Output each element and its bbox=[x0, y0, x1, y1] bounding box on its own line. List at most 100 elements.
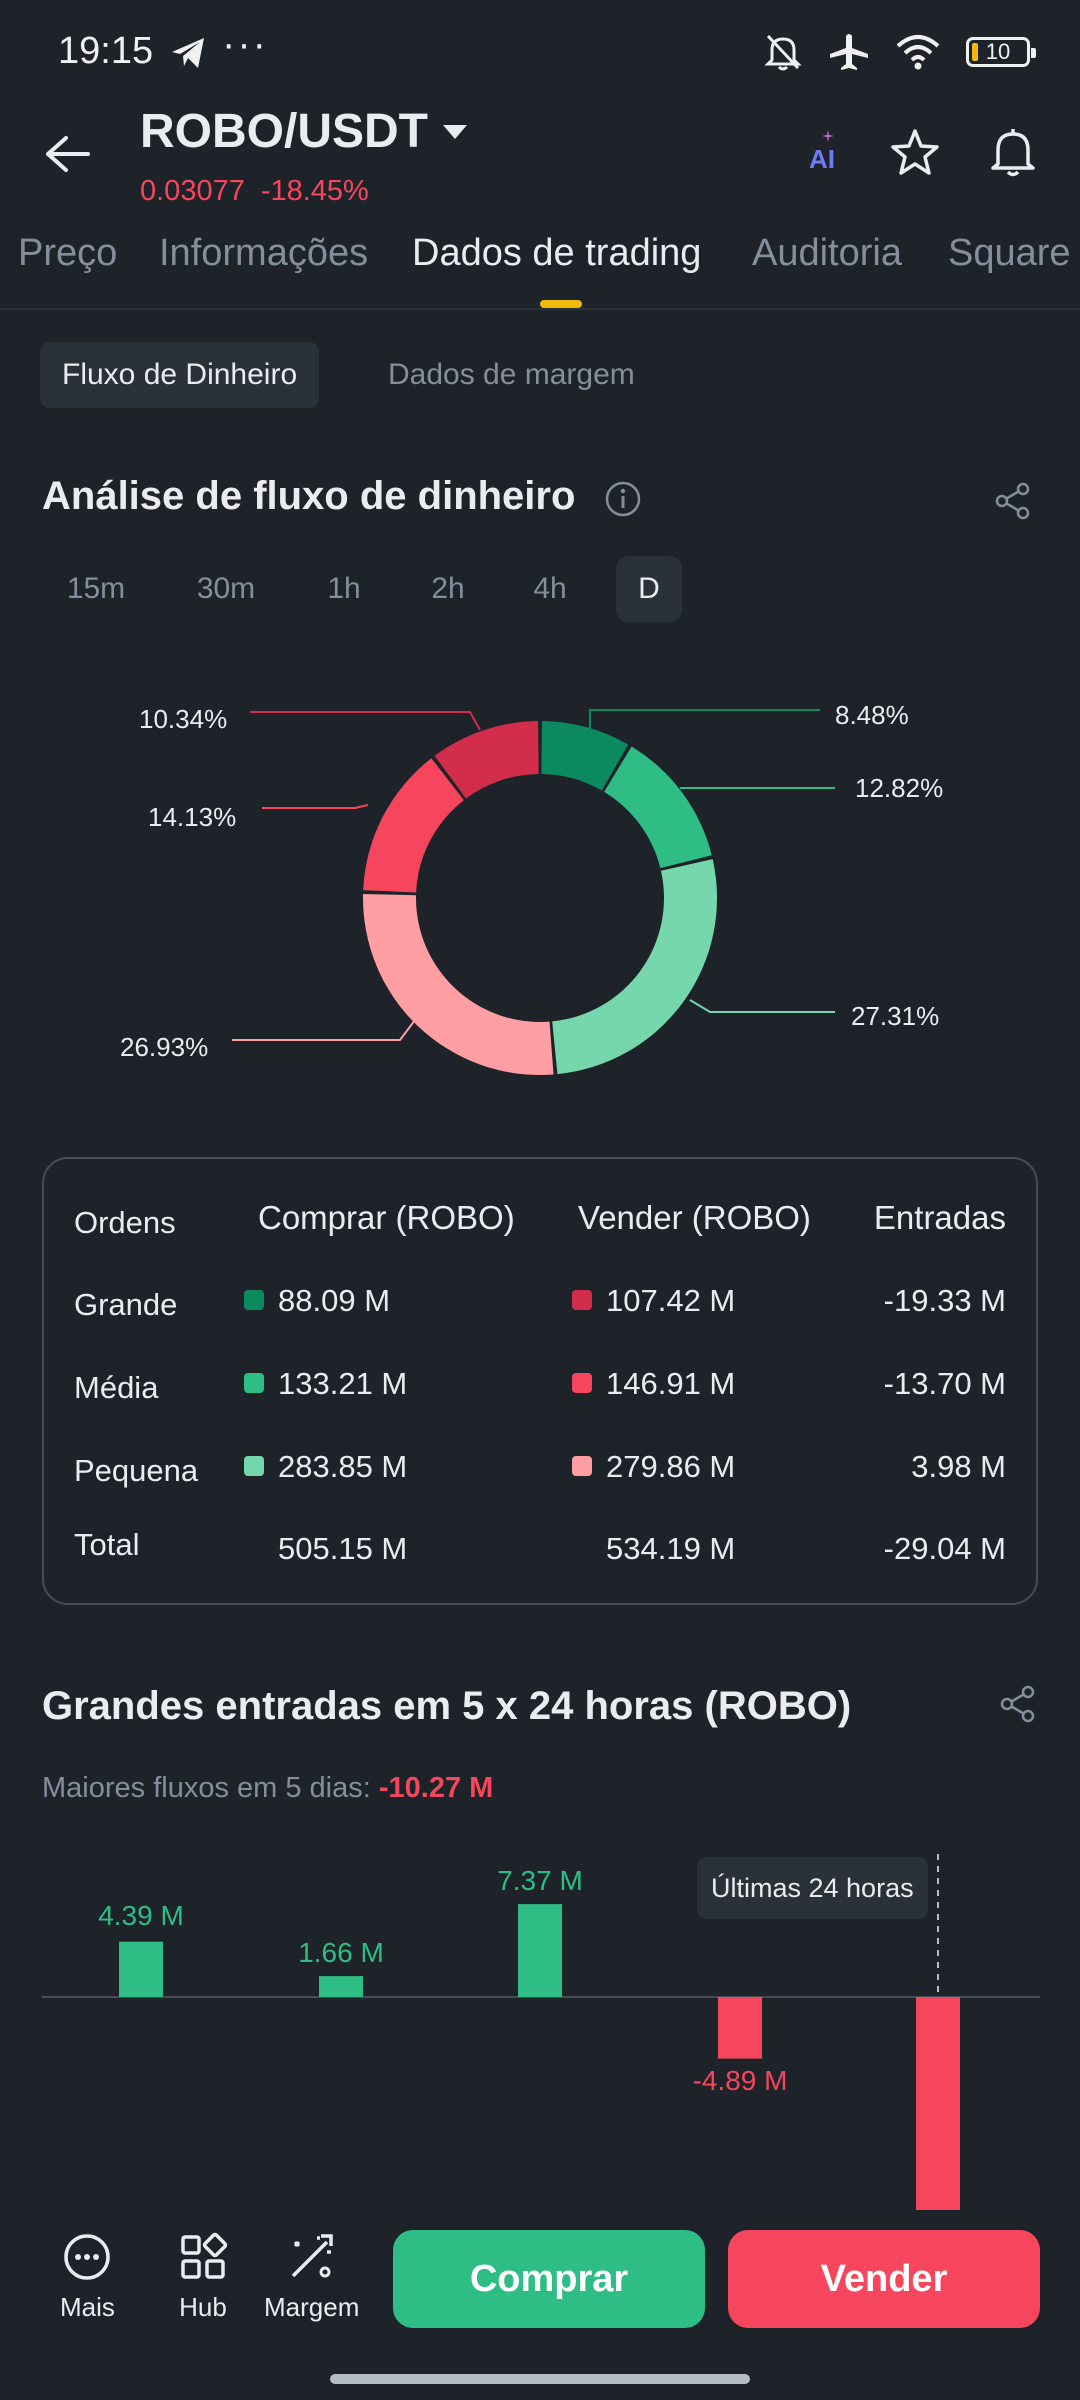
airplane-mode-icon bbox=[830, 34, 868, 70]
donut-slice-buy-large bbox=[541, 721, 629, 791]
donut-slice-buy-medium bbox=[604, 746, 712, 869]
tab-dados-de-trading[interactable]: Dados de trading bbox=[412, 232, 702, 274]
nav-label: Mais bbox=[60, 2292, 115, 2322]
tab-square[interactable]: Square bbox=[948, 232, 1071, 274]
tab-informacoes[interactable]: Informações bbox=[159, 232, 369, 274]
last-price: 0.03077 bbox=[140, 175, 245, 207]
row-buy: 283.85 M bbox=[244, 1449, 407, 1485]
ai-label: AI bbox=[809, 144, 835, 174]
bar-label: 4.39 M bbox=[98, 1900, 184, 1931]
sell-button[interactable]: Vender bbox=[728, 2230, 1040, 2328]
pct-label-buy-large: 8.48% bbox=[835, 700, 909, 730]
summary-label: Maiores fluxos em 5 dias: bbox=[42, 1772, 371, 1804]
sell-medium-swatch bbox=[572, 1372, 592, 1393]
back-arrow-icon[interactable] bbox=[44, 134, 90, 174]
header-ordens: Ordens bbox=[74, 1205, 176, 1240]
chevron-down-icon[interactable] bbox=[442, 124, 468, 140]
battery-level: 10 bbox=[985, 39, 1011, 64]
buy-small-swatch bbox=[244, 1455, 264, 1476]
price-line: 0.03077 -18.45% bbox=[140, 175, 369, 208]
sparkle-icon bbox=[822, 130, 834, 142]
bar-label: 7.37 M bbox=[497, 1865, 583, 1896]
buy-medium-swatch bbox=[244, 1372, 264, 1393]
interval-4h[interactable]: 4h bbox=[533, 572, 567, 605]
nav-label: Hub bbox=[179, 2292, 227, 2322]
pair-title[interactable]: ROBO/USDT bbox=[140, 105, 428, 158]
inflow-bar bbox=[319, 1976, 363, 1997]
tab-preco[interactable]: Preço bbox=[18, 232, 118, 274]
buy-value: 133.21 M bbox=[278, 1366, 408, 1401]
pct-label-buy-small: 27.31% bbox=[851, 1001, 940, 1031]
summary-value: -10.27 M bbox=[378, 1772, 494, 1804]
telegram-icon bbox=[172, 38, 204, 68]
buy-value: 88.09 M bbox=[278, 1283, 391, 1318]
inflow-bar bbox=[718, 1997, 762, 2059]
inflow-bar bbox=[916, 1997, 960, 2210]
inflow-bar bbox=[518, 1904, 562, 1997]
sell-value: 279.86 M bbox=[606, 1449, 736, 1484]
large-inflow-title: Grandes entradas em 5 x 24 horas (ROBO) bbox=[42, 1684, 852, 1728]
inflow-bar bbox=[119, 1941, 163, 1997]
header-vender: Vender (ROBO) bbox=[578, 1199, 811, 1236]
donut-slice-sell-large bbox=[434, 721, 539, 799]
large-inflow-bar-chart bbox=[42, 1854, 1040, 2210]
leader-line-buy-small bbox=[689, 999, 835, 1013]
interval-1h[interactable]: 1h bbox=[327, 572, 361, 605]
interval-d[interactable]: D bbox=[616, 556, 682, 622]
row-name: Grande bbox=[74, 1287, 178, 1322]
star-icon[interactable] bbox=[890, 128, 940, 176]
header-entradas: Entradas bbox=[873, 1199, 1006, 1236]
wifi-icon bbox=[896, 35, 940, 70]
money-flow-title: Análise de fluxo de dinheiro bbox=[42, 474, 576, 518]
pct-label-buy-medium: 12.82% bbox=[855, 773, 944, 803]
row-sell: 107.42 M bbox=[572, 1283, 735, 1319]
more-notifications-icon: ··· bbox=[222, 22, 268, 66]
silent-bell-icon bbox=[764, 34, 802, 71]
nav-label: Margem bbox=[264, 2292, 360, 2322]
ai-icon[interactable]: AI bbox=[806, 130, 846, 180]
sell-value: 107.42 M bbox=[606, 1283, 736, 1318]
row-sell: 279.86 M bbox=[572, 1449, 735, 1485]
last-24h-tooltip: Últimas 24 horas bbox=[697, 1857, 928, 1919]
tab-auditoria[interactable]: Auditoria bbox=[752, 232, 902, 274]
row-name: Média bbox=[74, 1370, 159, 1405]
buy-button[interactable]: Comprar bbox=[393, 2230, 705, 2328]
more-icon bbox=[64, 2234, 111, 2280]
interval-30m[interactable]: 30m bbox=[196, 572, 256, 605]
nav-mais[interactable]: Mais bbox=[60, 2232, 115, 2323]
interval-15m[interactable]: 15m bbox=[66, 572, 126, 605]
donut-slice-sell-medium bbox=[363, 758, 464, 893]
buy-value: 283.85 M bbox=[278, 1449, 408, 1484]
five-day-summary: Maiores fluxos em 5 dias: -10.27 M bbox=[42, 1772, 493, 1805]
pct-label-sell-medium: 14.13% bbox=[148, 802, 237, 832]
subtab-dados-de-margem[interactable]: Dados de margem bbox=[388, 358, 635, 391]
status-time: 19:15 bbox=[58, 30, 154, 72]
bell-icon[interactable] bbox=[988, 126, 1038, 178]
info-icon[interactable] bbox=[604, 480, 642, 518]
sell-large-swatch bbox=[572, 1289, 592, 1310]
sell-small-swatch bbox=[572, 1455, 592, 1476]
row-buy: 133.21 M bbox=[244, 1366, 407, 1402]
home-indicator[interactable] bbox=[330, 2374, 750, 2384]
total-sell: 534.19 M bbox=[606, 1531, 736, 1566]
pct-label-sell-large: 10.34% bbox=[139, 704, 228, 734]
row-net: 3.98 M bbox=[911, 1449, 1006, 1484]
donut-slice-sell-small bbox=[362, 894, 554, 1075]
nav-hub[interactable]: Hub bbox=[178, 2232, 228, 2323]
tabs-divider bbox=[0, 308, 1080, 310]
interval-2h[interactable]: 2h bbox=[431, 572, 465, 605]
money-flow-table: Ordens Comprar (ROBO) Vender (ROBO) Entr… bbox=[42, 1157, 1038, 1605]
total-buy: 505.15 M bbox=[278, 1531, 408, 1566]
subtab-fluxo-de-dinheiro[interactable]: Fluxo de Dinheiro bbox=[40, 342, 320, 408]
leader-line-sell-medium bbox=[262, 804, 369, 809]
nav-margem[interactable]: Margem bbox=[264, 2232, 359, 2323]
leader-line-sell-large bbox=[250, 711, 481, 731]
share-icon[interactable] bbox=[993, 481, 1033, 521]
price-change: -18.45% bbox=[260, 175, 369, 207]
active-tab-indicator bbox=[540, 300, 582, 308]
row-net: -13.70 M bbox=[883, 1366, 1006, 1401]
row-sell: 146.91 M bbox=[572, 1366, 735, 1402]
share-icon[interactable] bbox=[998, 1684, 1038, 1724]
pct-label-sell-small: 26.93% bbox=[120, 1032, 209, 1062]
money-flow-donut-chart bbox=[232, 709, 835, 1075]
